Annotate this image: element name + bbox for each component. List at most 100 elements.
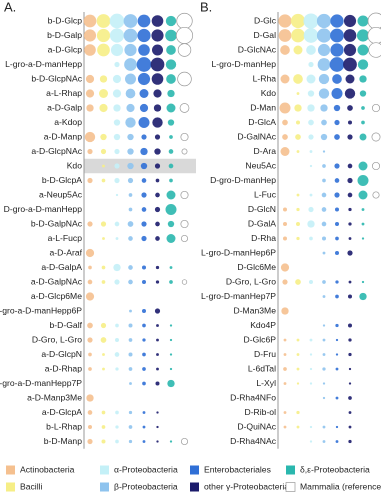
bubble	[180, 234, 189, 243]
bubble	[347, 323, 353, 328]
bubble	[308, 119, 314, 126]
bubble	[166, 190, 176, 200]
bubble	[348, 352, 352, 357]
bubble	[348, 338, 352, 342]
bubble	[303, 13, 319, 29]
row-label: D-Glc6P	[244, 334, 277, 344]
row-label: b-D-GlcpA	[42, 175, 82, 185]
bubble	[141, 221, 147, 227]
bubble	[308, 61, 314, 68]
bubble	[125, 88, 136, 99]
bubble	[357, 174, 369, 187]
bubble	[334, 134, 340, 140]
bubble	[306, 45, 316, 55]
bubble	[306, 74, 316, 84]
bubble	[361, 208, 365, 211]
row-label: b-D-Galf	[50, 320, 83, 330]
bubble	[343, 43, 357, 57]
bubble	[357, 59, 369, 70]
bubble	[137, 14, 151, 28]
bubble	[139, 103, 149, 113]
row-label: a-Neup5Ac	[39, 189, 83, 199]
bubble	[128, 410, 133, 415]
bubble	[293, 74, 303, 84]
bubble	[321, 236, 327, 241]
bubble	[87, 322, 93, 329]
bubble	[83, 14, 97, 28]
row-label: a-D-Galp	[47, 102, 82, 112]
bubble	[156, 353, 159, 356]
bubble	[317, 58, 331, 71]
bubble	[84, 131, 96, 143]
row-label: L-gro-a-D-manHepp7P	[0, 378, 82, 388]
bubble	[322, 280, 326, 284]
bubble	[151, 29, 164, 42]
bubble	[317, 43, 331, 57]
bubble	[371, 132, 381, 142]
bubble	[156, 425, 159, 429]
bubble	[335, 280, 339, 284]
bubble	[87, 410, 93, 415]
bubble	[100, 133, 107, 141]
bubble	[155, 192, 160, 198]
bubble	[128, 425, 133, 429]
bubble	[165, 29, 177, 42]
bubble	[123, 28, 138, 43]
bubble	[296, 410, 300, 415]
bubble	[309, 367, 313, 371]
bubble	[347, 192, 353, 198]
bubble	[282, 236, 288, 241]
bubble	[303, 28, 319, 43]
bubble	[345, 74, 355, 84]
row-label: a-D-Glcp	[48, 44, 83, 54]
bubble	[293, 45, 303, 55]
bubble	[348, 382, 352, 385]
bubble	[114, 163, 120, 169]
bubble	[128, 367, 133, 371]
row-label: L-gro-a-D-manHepp6P	[0, 305, 82, 315]
bubble	[102, 237, 105, 240]
bubble	[321, 192, 327, 198]
bubble	[115, 367, 119, 371]
bubble	[101, 439, 106, 444]
bubble	[361, 237, 365, 240]
legend-swatch	[100, 482, 109, 492]
bubble	[139, 89, 149, 98]
row-label: D-Rha	[251, 233, 276, 243]
bubble	[280, 263, 290, 272]
bubble	[357, 15, 369, 27]
bubble	[128, 207, 133, 212]
bubble	[347, 105, 353, 111]
bubble	[101, 280, 106, 284]
bubble	[278, 14, 292, 28]
row-label: D-Ara	[254, 146, 277, 156]
bubble	[155, 221, 160, 227]
bubble	[156, 367, 159, 371]
bubble	[322, 295, 326, 298]
bubble	[331, 87, 343, 100]
bubble	[169, 353, 173, 356]
bubble	[361, 120, 365, 125]
bubble	[371, 161, 381, 171]
bubble	[359, 292, 367, 301]
bubble	[88, 265, 92, 270]
bubble	[180, 219, 189, 229]
row-label: a-D-Glcp6Me	[31, 291, 82, 301]
bubble	[166, 45, 176, 55]
row-label: L-Rha	[253, 73, 277, 83]
bubble	[86, 394, 94, 402]
bubble	[86, 104, 94, 112]
row-label: a-D-GlcpN	[41, 349, 82, 359]
bubble	[335, 353, 339, 356]
bubble	[155, 178, 160, 183]
legend-swatch	[6, 465, 15, 475]
bubble	[348, 425, 352, 429]
bubble	[138, 116, 150, 129]
bubble	[280, 147, 290, 156]
bubble	[308, 279, 314, 285]
bubble	[166, 74, 176, 84]
bubble	[335, 396, 339, 400]
bubble	[156, 411, 159, 414]
bubble	[154, 206, 161, 213]
